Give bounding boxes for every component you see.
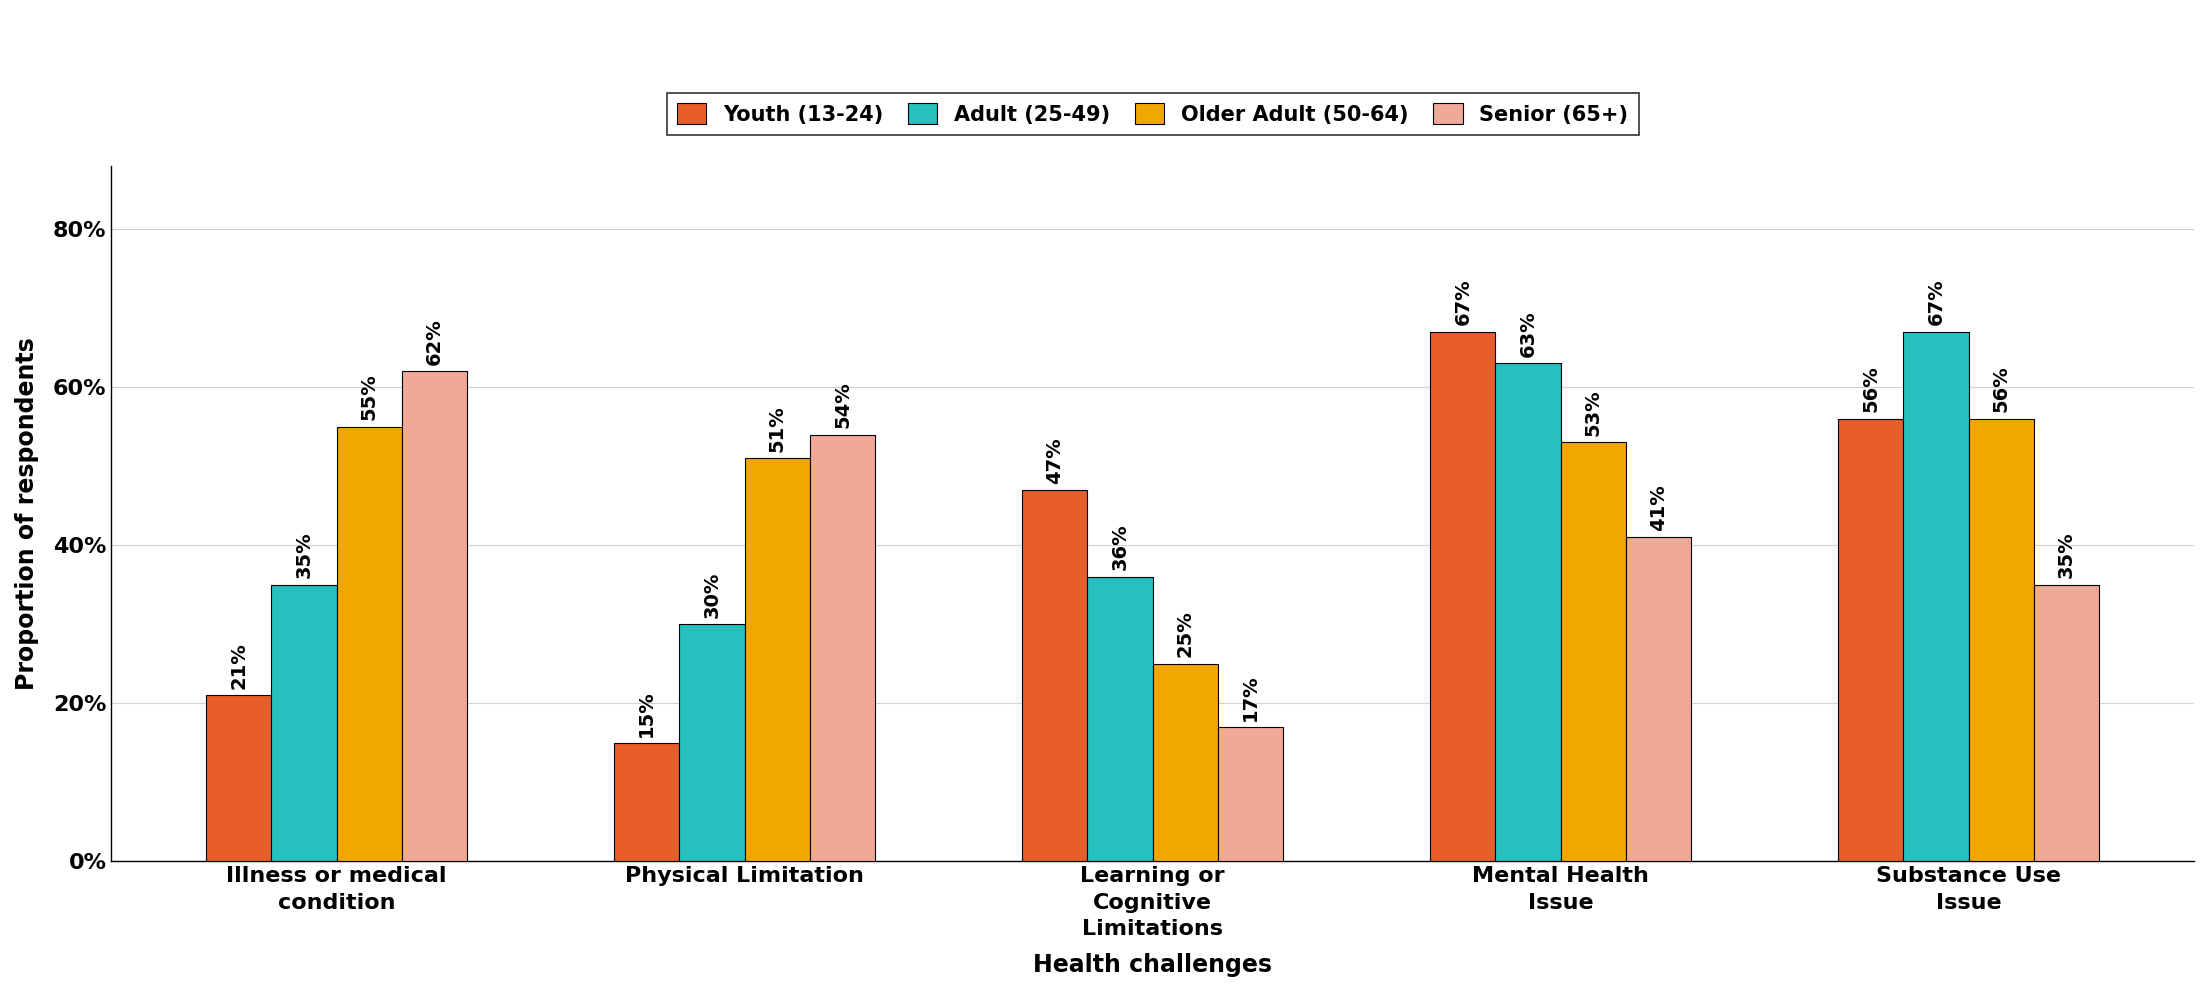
Bar: [272, 584, 336, 861]
Text: 67%: 67%: [1454, 279, 1471, 325]
Bar: [680, 624, 744, 861]
Text: 25%: 25%: [1175, 611, 1195, 658]
Text: 54%: 54%: [833, 382, 853, 429]
Bar: [336, 427, 402, 861]
Text: 35%: 35%: [294, 532, 314, 578]
Text: 56%: 56%: [1993, 366, 2010, 413]
Text: 21%: 21%: [230, 643, 247, 689]
Bar: [1217, 727, 1283, 861]
Bar: [1023, 490, 1087, 861]
Text: 51%: 51%: [769, 405, 786, 452]
Bar: [1968, 419, 2034, 861]
Bar: [1087, 576, 1153, 861]
Bar: [614, 743, 680, 861]
Text: 47%: 47%: [1045, 436, 1065, 483]
Bar: [1838, 419, 1904, 861]
Legend: Youth (13-24), Adult (25-49), Older Adult (50-64), Senior (65+): Youth (13-24), Adult (25-49), Older Adul…: [667, 92, 1639, 135]
Bar: [1495, 363, 1562, 861]
X-axis label: Health challenges: Health challenges: [1034, 953, 1272, 977]
Bar: [1904, 331, 1968, 861]
Bar: [1153, 664, 1217, 861]
Bar: [1429, 331, 1495, 861]
Bar: [1562, 442, 1626, 861]
Bar: [205, 695, 272, 861]
Text: 63%: 63%: [1518, 310, 1537, 357]
Text: 53%: 53%: [1584, 390, 1604, 436]
Text: 55%: 55%: [360, 374, 378, 421]
Bar: [811, 434, 875, 861]
Text: 15%: 15%: [636, 689, 656, 736]
Text: 62%: 62%: [424, 318, 444, 365]
Text: 35%: 35%: [2057, 532, 2076, 578]
Text: 17%: 17%: [1241, 675, 1259, 721]
Bar: [1626, 538, 1692, 861]
Bar: [2034, 584, 2099, 861]
Text: 36%: 36%: [1111, 524, 1129, 570]
Text: 67%: 67%: [1926, 279, 1946, 325]
Text: 30%: 30%: [702, 571, 722, 618]
Text: 41%: 41%: [1650, 484, 1668, 531]
Y-axis label: Proportion of respondents: Proportion of respondents: [15, 337, 40, 690]
Bar: [744, 458, 811, 861]
Bar: [402, 371, 466, 861]
Text: 56%: 56%: [1862, 366, 1880, 413]
